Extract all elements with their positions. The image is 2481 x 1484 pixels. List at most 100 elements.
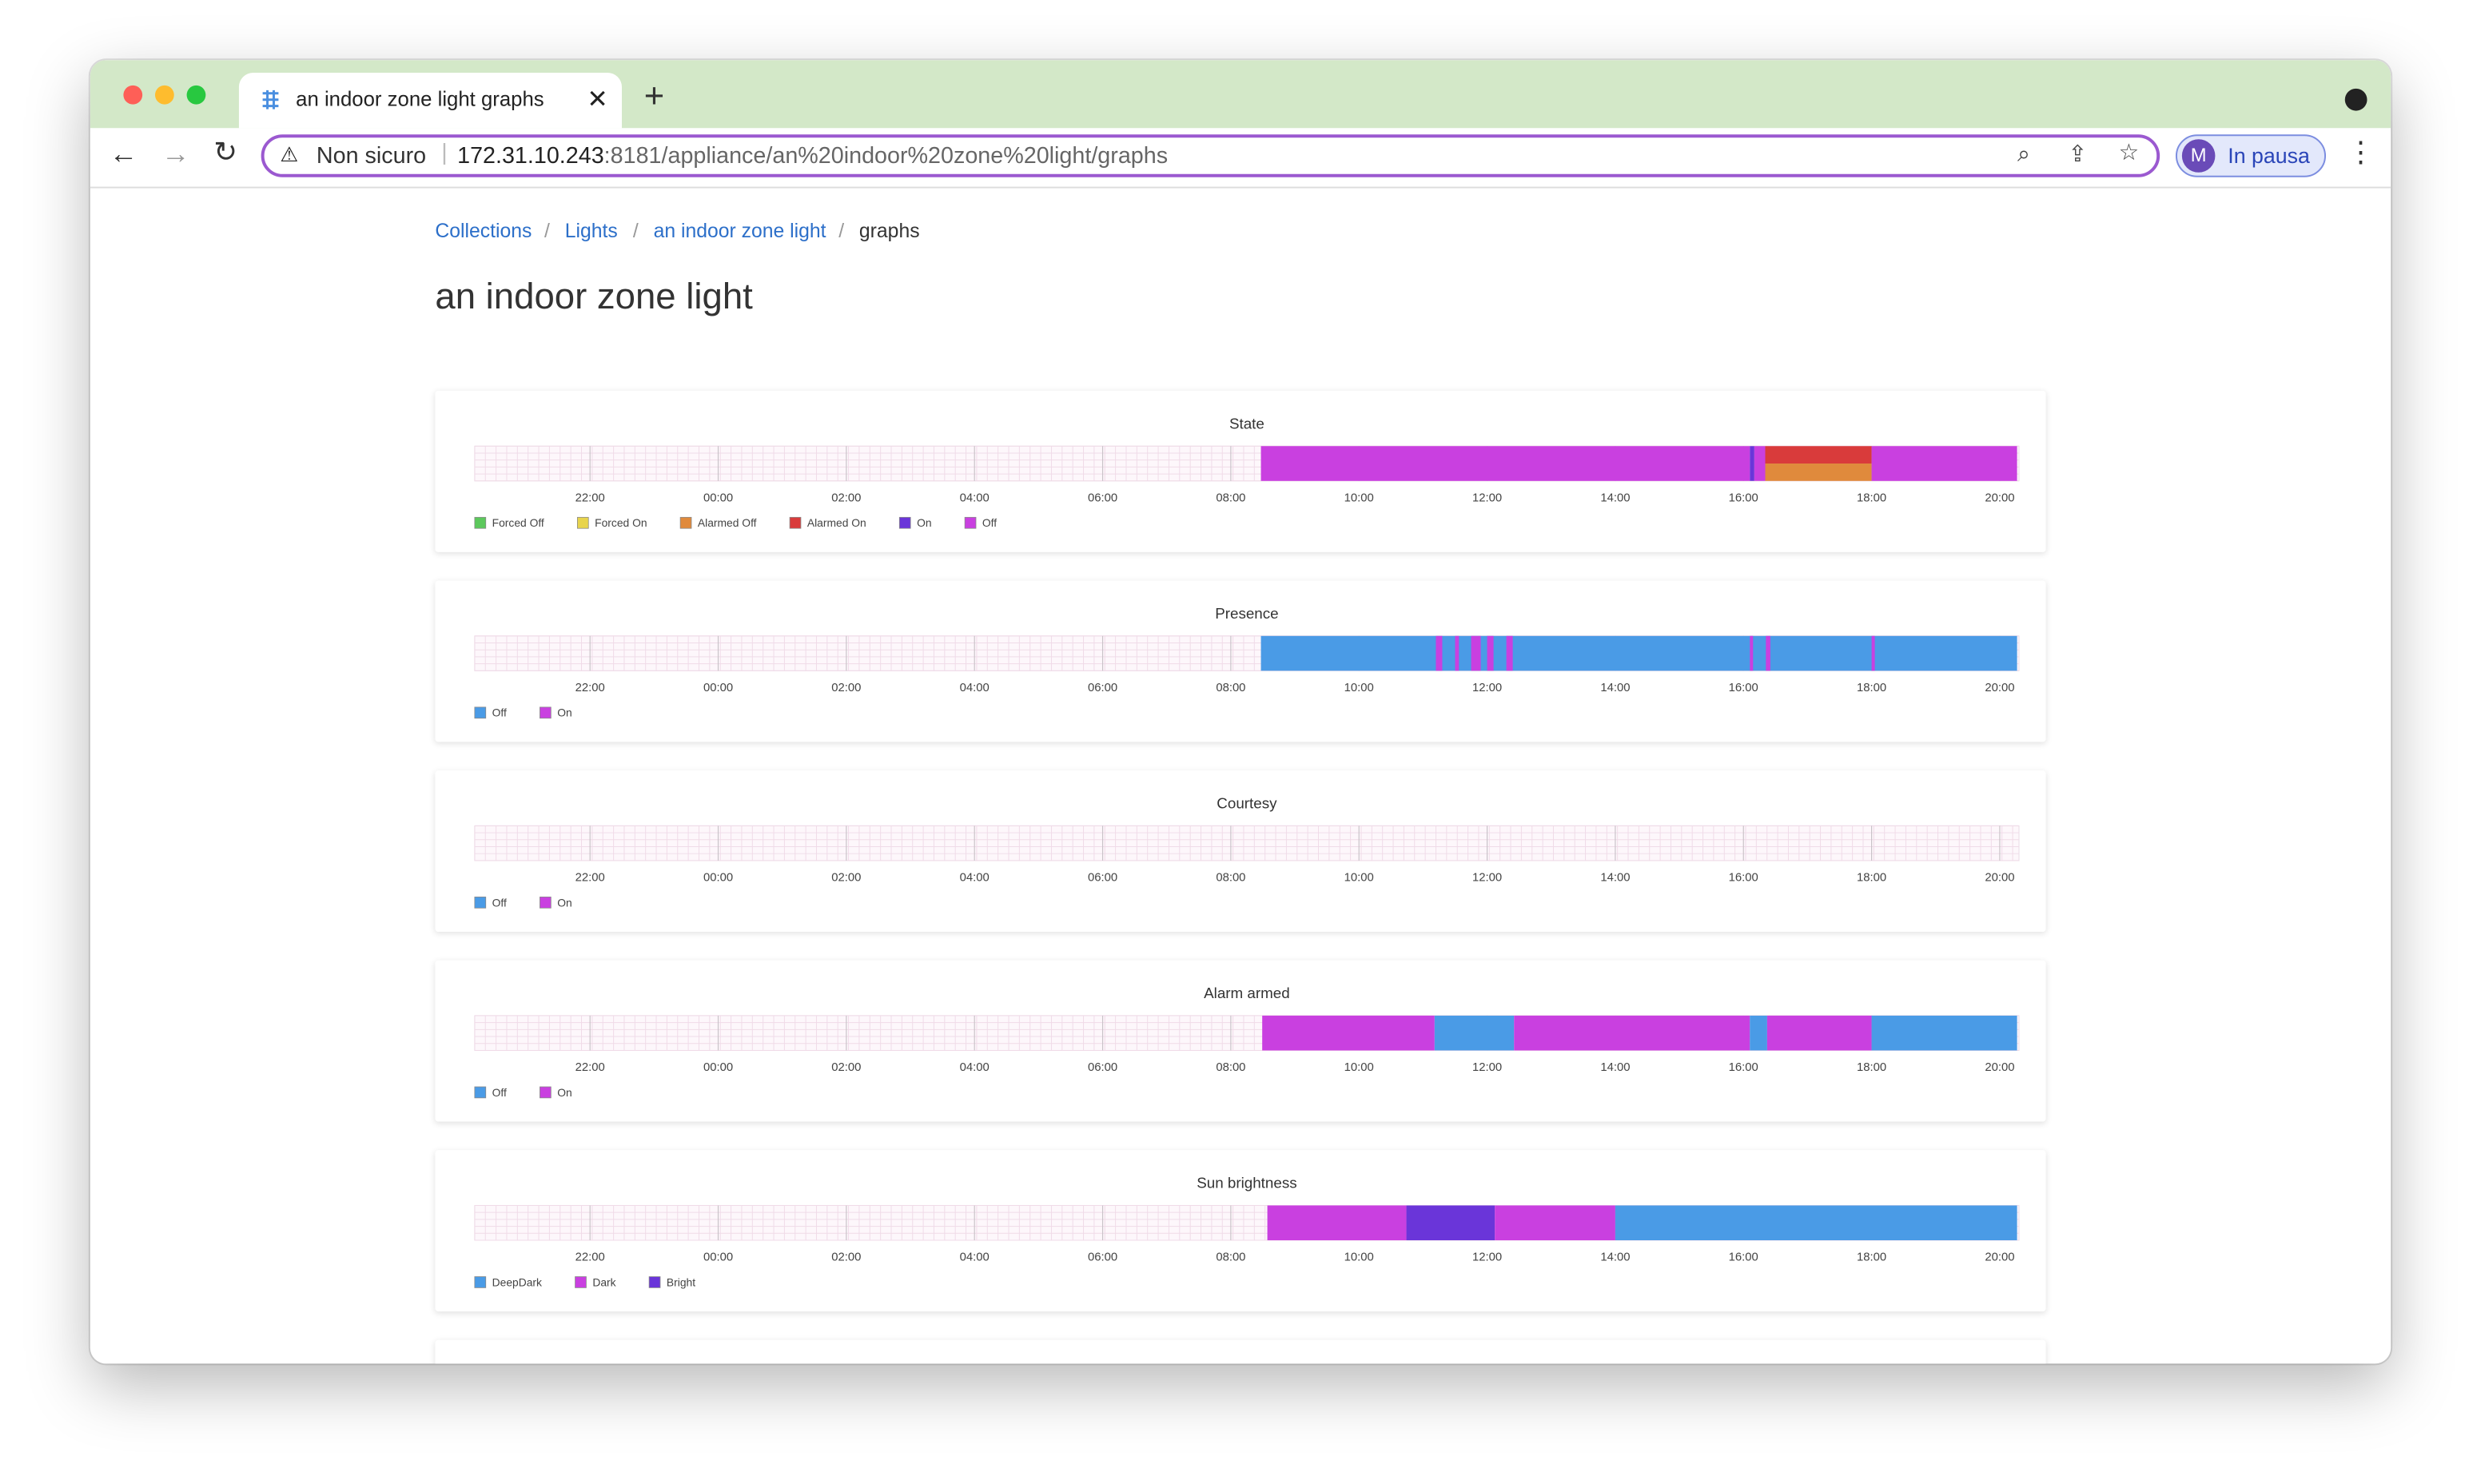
legend-label: Off xyxy=(492,1086,507,1099)
close-window[interactable] xyxy=(123,85,143,105)
x-tick-label: 12:00 xyxy=(1472,492,1502,505)
x-tick-label: 00:00 xyxy=(703,682,733,694)
x-tick-label: 20:00 xyxy=(1985,1061,2014,1074)
legend-swatch xyxy=(898,516,911,529)
legend-swatch xyxy=(648,1276,661,1288)
zoom-icon[interactable]: ⌕ xyxy=(2017,142,2031,168)
breadcrumb-link[interactable]: an indoor zone light xyxy=(653,220,826,242)
state-segment xyxy=(1765,464,1872,481)
toolbar: ← → ↻ ⚠ Non sicuro | 172.31.10.243:8181/… xyxy=(90,128,2391,189)
back-button[interactable]: ← xyxy=(109,137,138,169)
x-tick-label: 02:00 xyxy=(831,492,861,505)
state-segment xyxy=(1455,635,1460,671)
profile-status: In pausa xyxy=(2228,144,2310,168)
legend-label: Alarmed Off xyxy=(698,516,757,529)
x-tick-label: 18:00 xyxy=(1857,682,1886,694)
x-tick-label: 16:00 xyxy=(1729,682,1758,694)
x-tick-label: 04:00 xyxy=(960,682,990,694)
menu-button[interactable]: ⋮ xyxy=(2346,136,2375,168)
breadcrumb-link[interactable]: Lights xyxy=(564,220,618,242)
address-bar[interactable]: ⚠ Non sicuro | 172.31.10.243:8181/applia… xyxy=(261,134,2160,177)
x-tick-label: 18:00 xyxy=(1857,492,1886,505)
x-tick-label: 14:00 xyxy=(1600,1251,1630,1264)
reload-button[interactable]: ↻ xyxy=(213,136,238,168)
legend-swatch xyxy=(474,516,487,529)
chart-card xyxy=(435,1339,2046,1364)
x-tick-label: 10:00 xyxy=(1344,682,1374,694)
x-tick-label: 02:00 xyxy=(831,872,861,885)
tab-menu[interactable] xyxy=(2344,88,2368,111)
x-tick-label: 16:00 xyxy=(1729,1061,1758,1074)
state-segment xyxy=(1506,635,1513,671)
breadcrumb-link[interactable]: Collections xyxy=(435,220,532,242)
share-icon[interactable]: ⇪ xyxy=(2068,142,2088,168)
x-tick-label: 12:00 xyxy=(1472,872,1502,885)
x-tick-label: 14:00 xyxy=(1600,1061,1630,1074)
security-label: Non sicuro xyxy=(316,144,427,169)
chart: Presence 22:00 00:00 02:00 04:00 06:00 08:00 10… xyxy=(474,605,2020,719)
chart-title: Presence xyxy=(1215,605,1278,622)
url: 172.31.10.243:8181/appliance/an%20indoor… xyxy=(457,144,1168,169)
breadcrumb-separator: / xyxy=(838,220,845,242)
chart: Alarm armed 22:00 00:00 02:00 04:00 06:00 08:0… xyxy=(474,985,2020,1099)
close-tab[interactable]: ✕ xyxy=(587,86,608,114)
legend-label: Off xyxy=(492,896,507,909)
x-tick-label: 02:00 xyxy=(831,682,861,694)
x-tick-label: 14:00 xyxy=(1600,872,1630,885)
state-segment xyxy=(1766,635,1770,671)
tab[interactable]: an indoor zone light graphs ✕ xyxy=(238,73,622,129)
state-segment xyxy=(1434,1015,1515,1051)
legend-swatch xyxy=(576,516,589,529)
x-tick-label: 04:00 xyxy=(960,492,990,505)
chart: Courtesy 22:00 00:00 02:00 04:00 06:00 08:00 10… xyxy=(474,795,2020,909)
x-tick-label: 20:00 xyxy=(1985,492,2014,505)
x-tick-label: 22:00 xyxy=(575,682,605,694)
browser-window: an indoor zone light graphs ✕ + ← → ↻ ⚠ … xyxy=(90,60,2391,1364)
x-tick-label: 08:00 xyxy=(1216,872,1245,885)
legend-swatch xyxy=(789,516,802,529)
chart-title: State xyxy=(1229,415,1264,432)
forward-button[interactable]: → xyxy=(161,137,190,169)
legend-label: Alarmed On xyxy=(807,516,866,529)
state-segment xyxy=(1262,1015,1435,1051)
x-tick-label: 20:00 xyxy=(1985,682,2014,694)
x-tick-label: 06:00 xyxy=(1088,492,1117,505)
legend-label: Forced On xyxy=(595,516,647,529)
x-tick-label: 16:00 xyxy=(1729,1251,1758,1264)
url-host: 172.31.10.243 xyxy=(457,144,604,169)
legend-swatch xyxy=(964,516,977,529)
state-segment xyxy=(1750,1015,1767,1051)
x-tick-label: 06:00 xyxy=(1088,872,1117,885)
x-tick-label: 08:00 xyxy=(1216,1251,1245,1264)
breadcrumb-separator: / xyxy=(632,220,639,242)
profile-button[interactable]: M In pausa xyxy=(2175,134,2327,177)
legend-label: On xyxy=(557,1086,571,1099)
legend-swatch xyxy=(474,897,487,909)
minimize-window[interactable] xyxy=(155,85,174,105)
state-segment xyxy=(1260,635,2017,671)
maximize-window[interactable] xyxy=(186,85,206,105)
state-segment xyxy=(1871,446,2017,481)
state-segment xyxy=(1615,1205,2017,1241)
legend-label: Off xyxy=(492,706,507,719)
bookmark-icon[interactable]: ☆ xyxy=(2118,141,2140,166)
x-tick-label: 20:00 xyxy=(1985,872,2014,885)
x-tick-label: 20:00 xyxy=(1985,1251,2014,1264)
x-tick-label: 18:00 xyxy=(1857,872,1886,885)
new-tab[interactable]: + xyxy=(643,76,665,116)
x-tick-label: 22:00 xyxy=(575,492,605,505)
state-segment xyxy=(1750,446,1754,481)
x-tick-label: 10:00 xyxy=(1344,1061,1374,1074)
x-tick-label: 22:00 xyxy=(575,1251,605,1264)
chart-card: Sun brightness 22:00 00:00 02:00 04:00 06:00 0… xyxy=(435,1150,2046,1312)
breadcrumb-current: graphs xyxy=(858,220,920,242)
chart: State 22:00 00:00 02:00 04:00 06:00 08:00 10:00… xyxy=(474,415,2020,529)
avatar: M xyxy=(2181,139,2216,173)
warning-icon: ⚠ xyxy=(280,142,299,166)
x-tick-label: 00:00 xyxy=(703,492,733,505)
state-segment xyxy=(1487,635,1494,671)
legend-label: Bright xyxy=(667,1275,695,1288)
x-tick-label: 00:00 xyxy=(703,1251,733,1264)
state-segment xyxy=(1260,446,1750,481)
